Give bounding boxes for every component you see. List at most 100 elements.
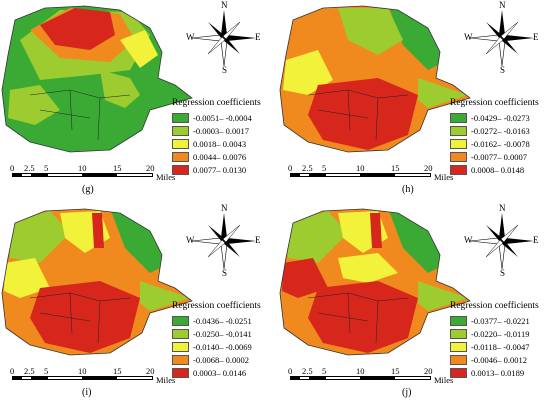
legend-swatch <box>172 164 189 175</box>
north-arrow-compass: N S W E <box>464 1 539 75</box>
compass-west-label: W <box>186 235 195 245</box>
legend-swatch <box>450 367 467 378</box>
legend-swatch <box>450 315 467 326</box>
regression-map <box>1 208 193 356</box>
panel-label: (h) <box>402 184 414 195</box>
scale-tick-label: 10 <box>356 366 365 376</box>
scale-unit-label: Miles <box>156 375 176 385</box>
scale-tick-label: 5 <box>322 366 327 376</box>
scale-tick-label: 10 <box>356 163 365 173</box>
legend-label: -0.0077– 0.0007 <box>471 151 527 162</box>
scale-unit-label: Miles <box>156 172 176 182</box>
map-legend: Regression coefficients -0.0377– -0.0221… <box>450 301 550 379</box>
legend-label: -0.0429– -0.0273 <box>471 112 530 123</box>
legend-item: -0.0140– -0.0069 <box>172 340 272 353</box>
legend-item: 0.0077– 0.0130 <box>172 163 272 176</box>
north-arrow-compass: N S W E <box>464 203 539 278</box>
regression-map <box>279 208 471 356</box>
compass-north-label: N <box>499 203 506 213</box>
scale-tick-label: 0 <box>288 163 293 173</box>
legend-swatch <box>450 151 467 162</box>
legend-swatch <box>450 354 467 365</box>
map-legend: Regression coefficients -0.0436– -0.0251… <box>172 301 272 379</box>
legend-label: -0.0250– -0.0141 <box>193 328 252 339</box>
legend-label: -0.0046– 0.0012 <box>471 354 527 365</box>
scale-tick-label: 0 <box>288 366 293 376</box>
legend-label: -0.0272– -0.0163 <box>471 125 530 136</box>
map-panel-g: N S W E Regression coefficients -0.0051–… <box>0 0 270 200</box>
legend-item: -0.0272– -0.0163 <box>450 124 550 137</box>
legend-item: 0.0018– 0.0043 <box>172 137 272 150</box>
compass-east-label: E <box>255 235 261 245</box>
panel-label: (g) <box>82 184 94 195</box>
regression-map <box>279 5 471 153</box>
legend-item: -0.0046– 0.0012 <box>450 353 550 366</box>
compass-rose-icon <box>469 10 534 67</box>
legend-swatch <box>450 164 467 175</box>
legend-swatch <box>450 328 467 339</box>
legend-item: 0.0044– 0.0076 <box>172 150 272 163</box>
legend-title: Regression coefficients <box>450 301 539 311</box>
legend-swatch <box>450 138 467 149</box>
map-panel-h: N S W E Regression coefficients -0.0429–… <box>278 0 548 200</box>
legend-label: -0.0162– -0.0078 <box>471 138 530 149</box>
legend-item: -0.0429– -0.0273 <box>450 111 550 124</box>
legend-label: -0.0140– -0.0069 <box>193 341 252 352</box>
legend-label: -0.0118– -0.0047 <box>471 341 530 352</box>
legend-swatch <box>172 328 189 339</box>
compass-rose-icon <box>191 10 256 67</box>
legend-label: 0.0044– 0.0076 <box>193 151 247 162</box>
legend-title: Regression coefficients <box>172 301 261 311</box>
legend-swatch <box>172 367 189 378</box>
scale-bar: 0 2.5 5 10 15 20 Miles <box>8 163 175 182</box>
scale-tick-label: 2.5 <box>302 163 313 173</box>
legend-swatch <box>450 341 467 352</box>
legend-label: 0.0018– 0.0043 <box>193 138 247 149</box>
legend-label: -0.0436– -0.0251 <box>193 315 252 326</box>
legend-title: Regression coefficients <box>172 98 261 108</box>
scale-bar-graphic <box>290 376 431 380</box>
legend-item: -0.0436– -0.0251 <box>172 314 272 327</box>
scale-tick-label: 2.5 <box>24 366 35 376</box>
map-panel-i: N S W E Regression coefficients -0.0436–… <box>0 203 270 403</box>
scale-tick-label: 5 <box>322 163 327 173</box>
scale-tick-label: 20 <box>146 163 155 173</box>
legend-item: -0.0077– 0.0007 <box>450 150 550 163</box>
legend-label: 0.0077– 0.0130 <box>193 164 247 175</box>
legend-item: -0.0250– -0.0141 <box>172 327 272 340</box>
legend-item: -0.0377– -0.0221 <box>450 314 550 327</box>
north-arrow-compass: N S W E <box>186 204 261 278</box>
compass-south-label: S <box>500 268 506 278</box>
scale-bar: 0 2.5 5 10 15 20 Miles <box>8 366 175 385</box>
legend-swatch <box>172 125 189 136</box>
legend-swatch <box>450 125 467 136</box>
legend-item: -0.0051– -0.0004 <box>172 111 272 124</box>
scale-tick-label: 10 <box>78 366 87 376</box>
legend-label: -0.0051– -0.0004 <box>193 112 252 123</box>
legend-label: -0.0220– -0.0119 <box>471 328 530 339</box>
scale-tick-label: 15 <box>391 163 400 173</box>
compass-east-label: E <box>533 32 539 42</box>
legend-swatch <box>172 315 189 326</box>
map-legend: Regression coefficients -0.0051– -0.0004… <box>172 98 272 176</box>
legend-item: 0.0008– 0.0148 <box>450 163 550 176</box>
north-arrow-compass: N S W E <box>186 0 261 75</box>
legend-item: -0.0068– 0.0002 <box>172 353 272 366</box>
scale-bar-graphic <box>12 376 153 380</box>
scale-tick-label: 5 <box>44 366 49 376</box>
compass-south-label: S <box>222 268 228 278</box>
legend-label: 0.0003– 0.0146 <box>193 367 247 378</box>
compass-east-label: E <box>255 32 261 42</box>
compass-north-label: N <box>221 0 228 10</box>
legend-label: 0.0013– 0.0189 <box>471 367 525 378</box>
scale-bar-graphic <box>12 173 153 177</box>
legend-title: Regression coefficients <box>450 98 539 108</box>
scale-tick-label: 20 <box>146 366 155 376</box>
legend-item: 0.0003– 0.0146 <box>172 366 272 379</box>
scale-tick-label: 20 <box>424 163 433 173</box>
panel-label: (i) <box>82 387 92 398</box>
legend-item: -0.0220– -0.0119 <box>450 327 550 340</box>
legend-swatch <box>172 112 189 123</box>
legend-swatch <box>172 354 189 365</box>
scale-tick-label: 2.5 <box>302 366 313 376</box>
